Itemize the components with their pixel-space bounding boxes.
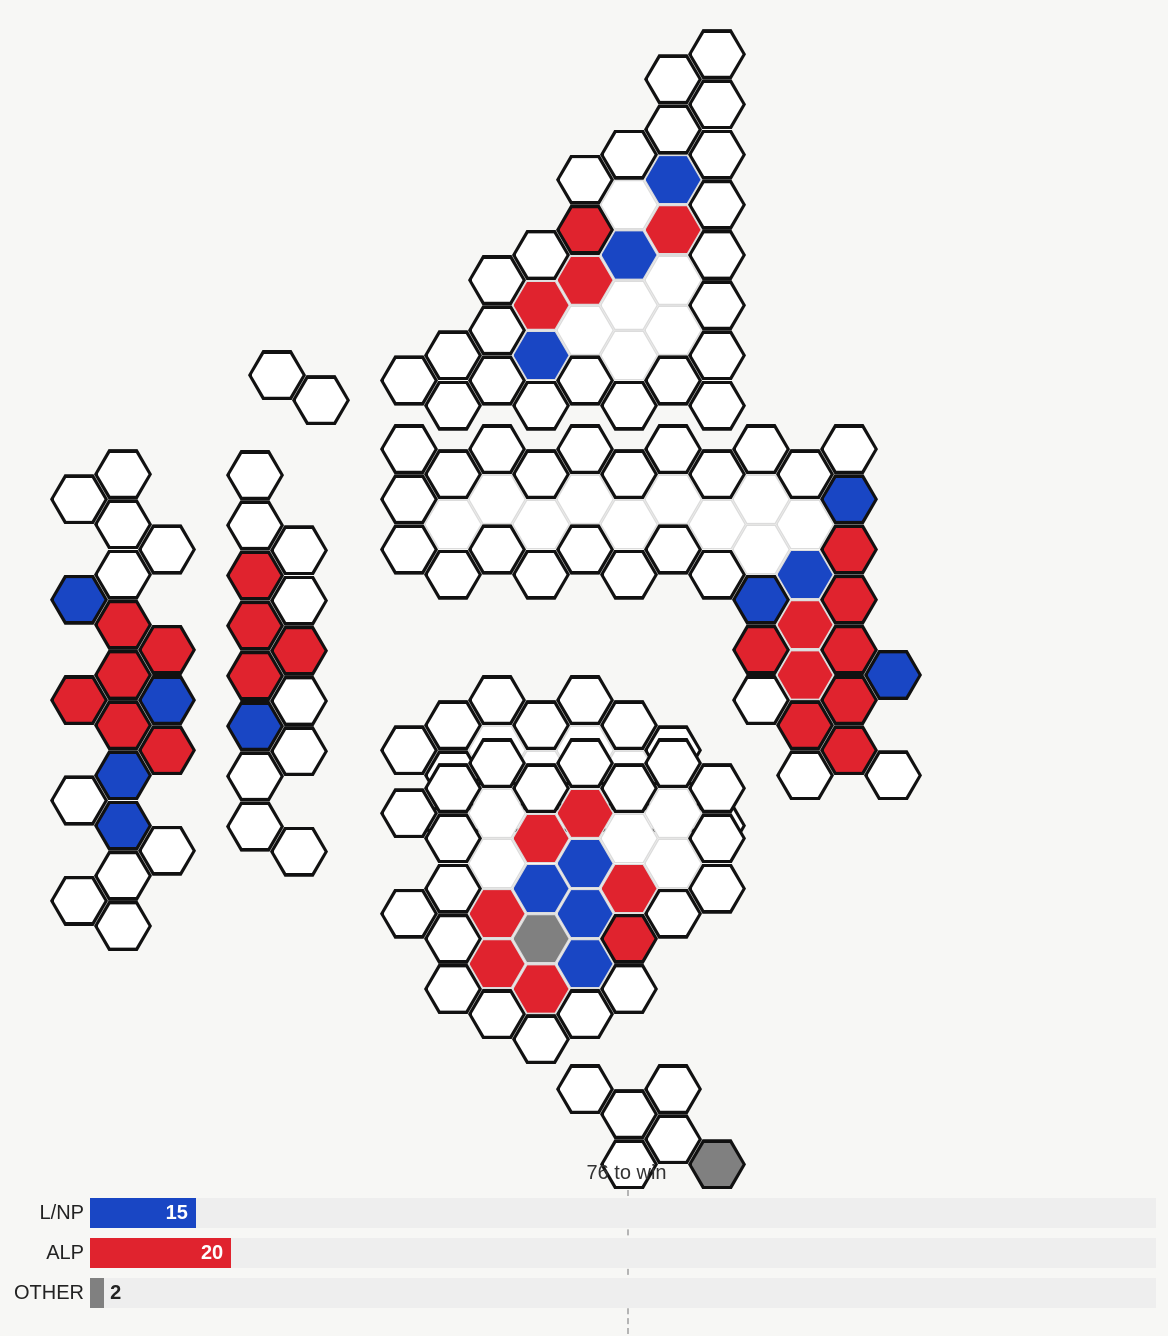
bar-row-other: OTHER 2 xyxy=(12,1276,1156,1310)
bar-track: 20 xyxy=(90,1238,1156,1268)
bar-track: 2 xyxy=(90,1278,1156,1308)
bar-row-lnp: L/NP15 xyxy=(12,1196,1156,1230)
bar-fill: 15 xyxy=(90,1198,196,1228)
bar-label: ALP xyxy=(12,1242,90,1265)
results-panel: 76 to win L/NP15ALP20OTHER2 xyxy=(0,1162,1168,1336)
bar-label: OTHER xyxy=(12,1282,90,1305)
bar-label: L/NP xyxy=(12,1202,90,1225)
win-threshold-label: 76 to win xyxy=(586,1162,666,1185)
hex-map xyxy=(0,0,1168,1150)
bar-row-alp: ALP20 xyxy=(12,1236,1156,1270)
bar-track: 15 xyxy=(90,1198,1156,1228)
result-bars: L/NP15ALP20OTHER2 xyxy=(12,1196,1156,1310)
bar-fill xyxy=(90,1278,104,1308)
bar-fill: 20 xyxy=(90,1238,231,1268)
bar-value: 2 xyxy=(104,1278,121,1308)
hex-cell xyxy=(226,450,284,500)
